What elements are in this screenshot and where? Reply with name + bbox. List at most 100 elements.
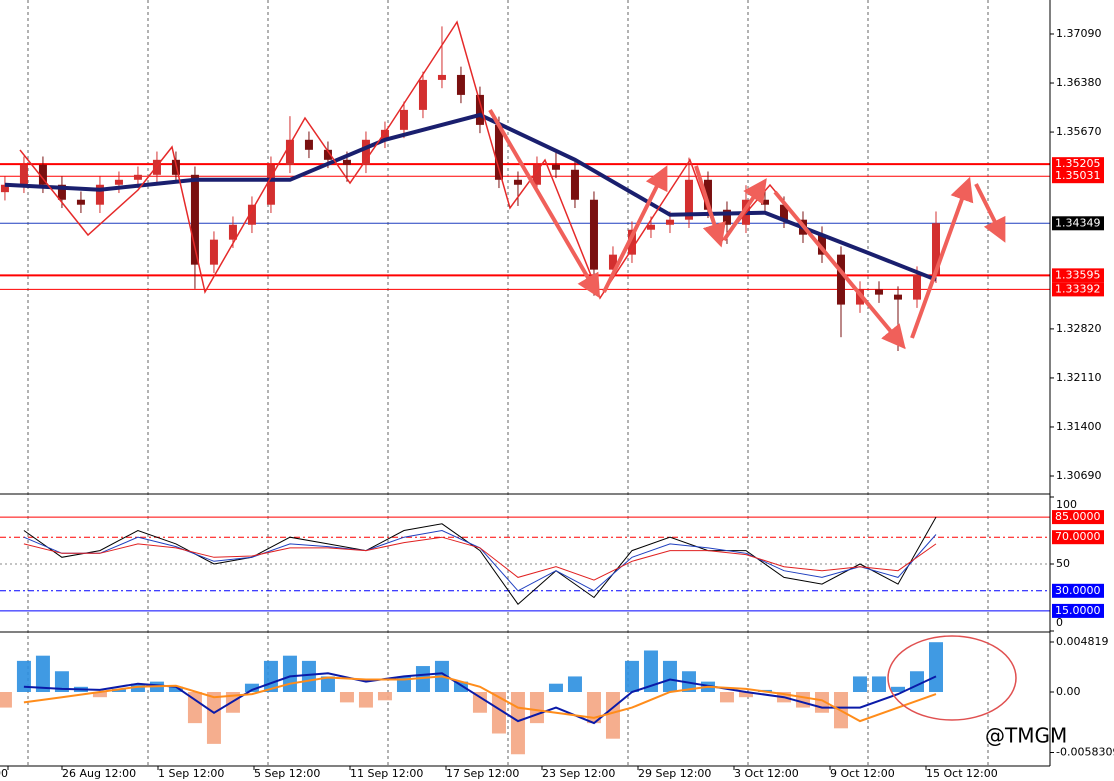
histogram-bar [548,683,563,693]
level-label-box [1052,510,1104,525]
oscillator-line [23,536,937,581]
x-tick-label: 23 Sep 12:00 [542,767,615,780]
arrow [694,165,726,248]
level-label-box [1052,530,1104,545]
histogram-bar [643,650,658,693]
level-label: 1.33392 [1055,282,1101,295]
candle-body [399,109,408,130]
histogram-bar [795,692,810,708]
y-tick-label: 1.36380 [1056,76,1102,89]
histogram-bar [282,655,297,693]
histogram-bar [92,692,107,698]
candle-body [304,139,313,150]
candle-body [209,239,218,265]
candle-body [266,164,275,205]
candle-body [323,149,332,160]
trend-arrows [488,108,1006,350]
marks [0,26,1050,755]
zigzag [19,20,906,349]
histogram-bar [320,676,335,693]
level-label: 30.0000 [1055,584,1101,597]
histogram-bar [244,683,259,693]
annotations [19,20,1017,721]
x-tick-label: 5 Sep 12:00 [254,767,320,780]
candle-body [513,179,522,185]
y-tick-label: 1.35670 [1056,125,1102,138]
candle-body [532,164,541,185]
candle-body [19,164,28,185]
candle-body [608,254,617,270]
histogram-bar [871,676,886,693]
axis-labels: 1.37090 1.36380 1.35670 1.32820 1.32110 1.314… [0,27,1114,780]
candle-body [437,74,446,80]
histogram-bar [168,686,183,693]
arrow [910,176,974,339]
candle-body [361,139,370,165]
candle-body [684,179,693,220]
candle-body [551,164,560,170]
candle-body [494,124,503,180]
level-label-box [1052,169,1104,184]
histogram-bar [510,692,525,755]
candle-body [874,289,883,295]
y-tick-label: 0 [1056,616,1063,629]
histogram-bar [472,692,487,713]
histogram-bar [719,692,734,703]
histogram-bar [453,681,468,693]
level-label: 70.0000 [1055,530,1101,543]
level-label-box [1052,603,1104,618]
arrow [773,190,906,350]
y-tick-label: 0.00 [1056,685,1081,698]
level-label-box [1052,268,1104,283]
histogram-bar [130,683,145,693]
histogram-bar [491,692,506,734]
histogram-bar [35,655,50,693]
histogram-bar [852,676,867,693]
y-tick-label: 1.32110 [1056,371,1102,384]
histogram-bar [529,692,544,724]
level-label: 85.0000 [1055,510,1101,523]
highlight-ellipse [887,635,1017,721]
y-tick-label: -0.0058309 [1056,746,1114,759]
level-label: 1.35205 [1055,157,1101,170]
candle-body [570,169,579,200]
price-axis [1050,0,1114,781]
candle-body [475,94,484,125]
candle-body [931,223,940,275]
level-label-box [1052,583,1104,598]
candle-body [95,184,104,205]
histogram-bar [662,660,677,693]
candle-body [779,204,788,220]
histogram-bar [738,692,753,698]
candle-body [342,159,351,165]
candle-body [152,159,161,175]
arrow [974,183,1006,243]
y-tick-label: 0.004819 [1056,635,1109,648]
histogram-bar [586,692,601,724]
arrow [602,165,668,293]
candle-body [589,199,598,270]
histogram-bar [890,686,905,693]
histogram-bar [909,671,924,693]
candle-body [38,164,47,185]
candle-body [76,199,85,205]
histogram-bar [187,692,202,724]
histogram-bar [605,692,620,739]
level-label: 1.34349 [1055,216,1101,229]
histogram-bar [415,666,430,693]
candle-body [817,234,826,255]
histogram-bar [206,692,221,744]
arrow [488,108,601,299]
level-label-box [1052,216,1104,231]
x-tick-label: 15 Oct 12:00 [926,767,998,780]
level-label-box [1052,282,1104,297]
y-tick-label: 1.30690 [1056,469,1102,482]
x-tick-label: 26 Aug 12:00 [62,767,136,780]
candle-body [285,139,294,165]
candle-body [133,174,142,180]
candle-body [627,229,636,255]
oscillator-line [23,516,937,605]
y-tick-label: 50 [1056,557,1070,570]
